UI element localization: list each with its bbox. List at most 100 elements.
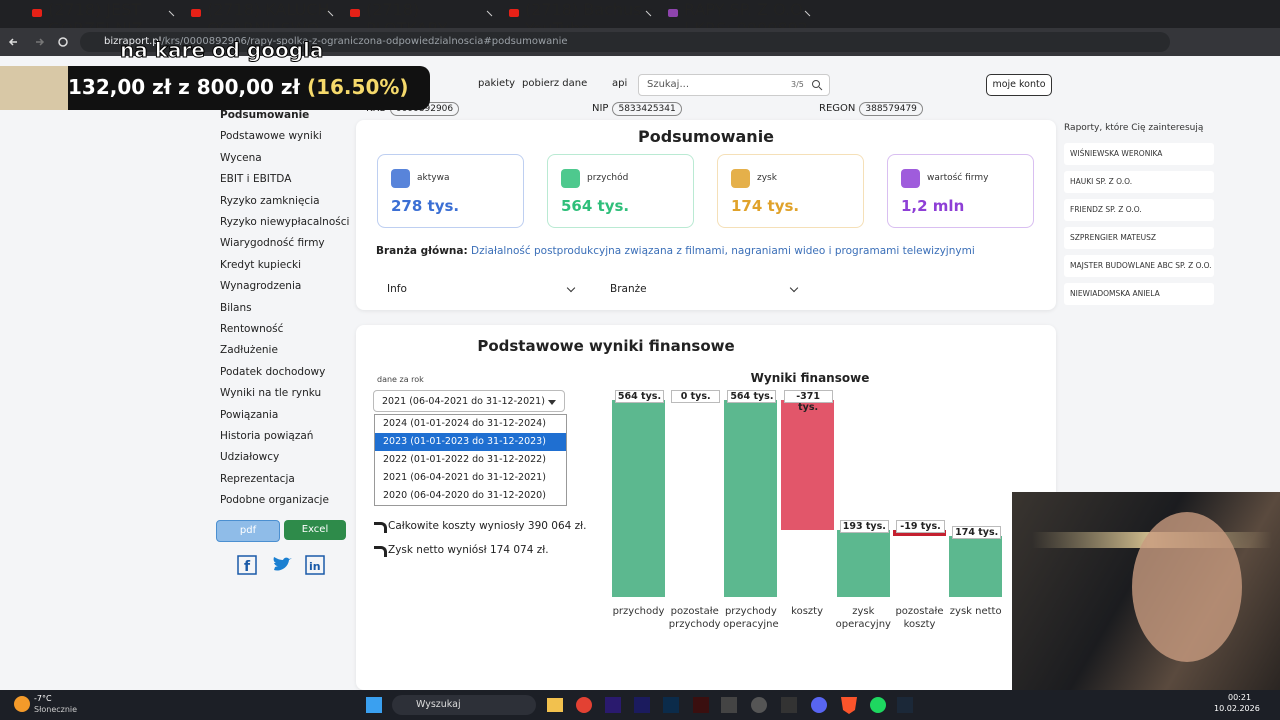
donation-overlay: 132,00 zł z 800,00 zł (16.50%) (0, 66, 430, 110)
face (1132, 512, 1242, 662)
sidebar-link[interactable]: Historia powiązań (220, 430, 314, 442)
note: Zysk netto wyniósł 174 074 zł. (388, 544, 549, 556)
search-count: 3/5 (791, 80, 804, 89)
nav-buttons[interactable] (8, 35, 68, 49)
social-icons[interactable]: f in (236, 554, 328, 576)
temperature: -7°C (34, 694, 52, 703)
report-item[interactable]: NIEWIADOMSKA ANIELA (1064, 283, 1214, 305)
pdf-button[interactable]: pdf (216, 520, 280, 542)
clock-date: 10.02.2026 (1214, 704, 1260, 713)
x-tick-label: zysk netto (949, 606, 1002, 617)
sidebar-link[interactable]: Bilans (220, 301, 252, 314)
industry: Branża główna: Działalność postprodukcyj… (376, 245, 975, 257)
stat-label: aktywa (417, 173, 450, 183)
sidebar-link[interactable]: Podobne organizacje (220, 494, 329, 507)
report-item[interactable]: WIŚNIEWSKA WERONIKA (1064, 143, 1214, 165)
sidebar-link[interactable]: Wyniki na tle rynku (220, 387, 322, 400)
taskbar-apps[interactable] (545, 696, 920, 714)
sidebar-link[interactable]: Wycena (220, 151, 262, 164)
report-item[interactable]: MAJSTER BUDOWLANE ABC SP. Z O.O. (1064, 255, 1214, 277)
year-label: dane za rok (377, 375, 424, 384)
report-item[interactable]: FRIENDZ SP. Z O.O. (1064, 199, 1214, 221)
nav-link[interactable]: api (612, 78, 628, 89)
search-icon (812, 80, 823, 91)
stat-value: 1,2 mln (901, 197, 965, 215)
stat-icon (731, 169, 750, 188)
tab-icon (350, 9, 360, 17)
stat-card: wartość firmy 1,2 mln (887, 154, 1034, 228)
x-tick-label: pozostałe koszty (895, 606, 944, 630)
year-option[interactable]: 2023 (01-01-2023 do 31-12-2023) (375, 433, 566, 451)
sidebar-link[interactable]: Rentowność (220, 323, 284, 335)
value-label: 174 tys. (952, 526, 1002, 540)
url[interactable]: bizraport.pl/krs/0000892906/rapy-spolka-… (80, 32, 1170, 52)
sidebar-link[interactable]: Powiązania (220, 408, 279, 421)
id-label: NIP (592, 103, 609, 114)
search-box[interactable]: Szukaj... 3/5 (638, 74, 830, 96)
donation-text: 132,00 zł z 800,00 zł (16.50%) (68, 75, 409, 99)
year-option[interactable]: 2022 (01-01-2022 do 31-12-2022) (383, 454, 546, 465)
sidebar-link[interactable]: Kredyt kupiecki (220, 258, 301, 271)
stat-label: przychód (587, 173, 629, 183)
year-option[interactable]: 2024 (01-01-2024 do 31-12-2024) (383, 418, 546, 429)
tab-bar: (2718) JEST GORZEJ NIZ MYŚLA(2718) KALUC… (0, 0, 1280, 57)
value-label: -19 tys. (896, 519, 945, 533)
account-button[interactable]: moje konto (986, 74, 1052, 96)
sidebar-link[interactable]: Ryzyko niewypłacalności (220, 216, 350, 228)
sidebar-link[interactable]: EBIT i EBITDA (220, 173, 292, 186)
stat-card: zysk 174 tys. (717, 154, 864, 228)
tab-icon (509, 9, 519, 17)
bar (893, 529, 946, 537)
x-tick-label: zysk operacyjny (835, 606, 891, 630)
value-label: -371 tys. (783, 390, 833, 413)
sidebar-link[interactable]: Udziałowcy (220, 451, 280, 464)
chart-title: Wyniki finansowe (750, 371, 870, 385)
stat-label: zysk (757, 173, 777, 183)
report-item[interactable]: SZPRENGIER MATEUSZ (1064, 227, 1214, 249)
company-id: REGON 388579479 (819, 102, 923, 116)
search-placeholder: Szukaj... (647, 79, 689, 90)
sidebar-link[interactable]: Zadłużenie (220, 344, 278, 357)
id-value: 388579479 (859, 102, 923, 116)
company-id: NIP 5833425341 (592, 102, 682, 116)
bar (780, 400, 834, 530)
sidebar-link[interactable]: Wiarygodność firmy (220, 237, 325, 250)
tab-icon (668, 9, 678, 17)
sidebar-link[interactable]: Podatek dochodowy (220, 365, 326, 378)
industry-link[interactable]: Działalność postprodukcyjna związana z f… (471, 245, 975, 257)
id-label: REGON (819, 103, 856, 114)
year-options: 2024 (01-01-2024 do 31-12-2024) 2023 (01-… (374, 414, 567, 506)
summary-title: Podsumowanie (637, 127, 775, 146)
value-label: 193 tys. (839, 519, 889, 533)
sidebar-link[interactable]: Podsumowanie (220, 109, 310, 121)
progress-fill (0, 66, 68, 110)
nav-link[interactable]: pobierz dane (522, 78, 588, 89)
industry-label: Branża główna: (376, 245, 468, 257)
sidebar-link[interactable]: Wynagrodzenia (220, 280, 302, 293)
donation-amount: 132,00 zł z 800,00 zł (68, 75, 300, 99)
sidebar-link[interactable]: Ryzyko zamknięcia (220, 194, 320, 207)
excel-button[interactable]: Excel (284, 520, 346, 540)
sidebar-link[interactable]: Reprezentacja (220, 472, 295, 485)
year-option[interactable]: 2020 (06-04-2020 do 31-12-2020) (383, 490, 546, 501)
year-select[interactable]: 2021 (06-04-2021 do 31-12-2021) (373, 390, 565, 412)
tab-icon (32, 9, 42, 17)
report-item[interactable]: HAUKI SP. Z O.O. (1064, 171, 1214, 193)
nav-link[interactable]: pakiety (478, 78, 516, 89)
sidebar-link[interactable]: Podstawowe wyniki (220, 130, 322, 143)
stat-icon (561, 169, 580, 188)
value-label: 0 tys. (671, 390, 721, 403)
x-tick-label: koszty (791, 606, 824, 617)
note: Całkowite koszty wyniosły 390 064 zł. (388, 520, 587, 532)
stat-card: aktywa 278 tys. (377, 154, 524, 228)
taskbar-search[interactable]: Wyszukaj (392, 695, 536, 715)
year-option[interactable]: 2021 (06-04-2021 do 31-12-2021) (383, 472, 546, 483)
x-tick-label: przychody operacyjne (723, 606, 779, 630)
dropdown[interactable]: Branże (610, 283, 647, 295)
note-arrow (374, 546, 387, 557)
select-arrow (548, 400, 556, 405)
start-button[interactable] (366, 697, 382, 713)
id-value: 5833425341 (612, 102, 682, 116)
dropdown[interactable]: Info (387, 283, 407, 295)
